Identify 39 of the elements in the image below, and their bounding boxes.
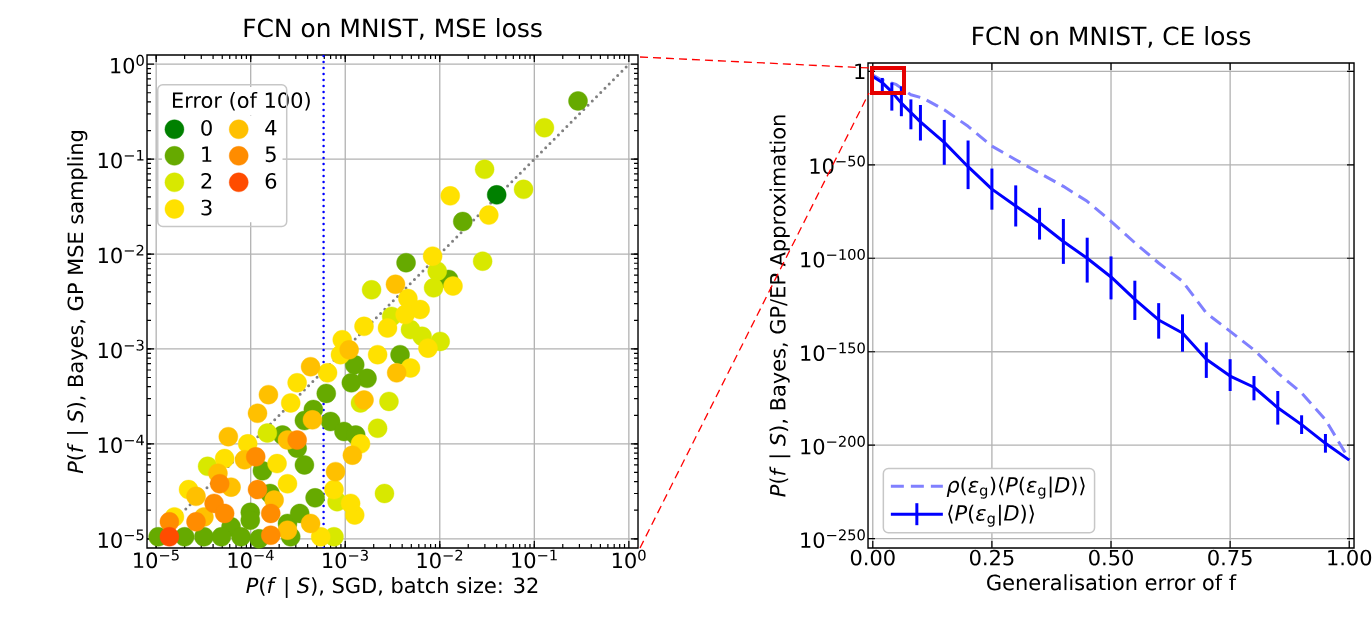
legend-label: 4 (265, 120, 277, 136)
x-tick-label: 0.25 (969, 549, 1014, 566)
y-tick-label: 10$^{−1}$ (98, 149, 144, 169)
legend-label: 0 (201, 119, 212, 136)
x-tick-label: 0.75 (1208, 549, 1252, 566)
y-tick-label: 10$^{−150}$ (801, 342, 865, 362)
y-tick-label: 10$^{−200}$ (801, 435, 865, 455)
y-tick-label: 10$^{0}$ (111, 54, 144, 74)
x-axis-title: Generalisation error of f (987, 574, 1237, 591)
legend-label: ⟨P(ε$_{g}$|D)⟩ (948, 504, 1034, 527)
y-tick-label: 10$^{−250}$ (801, 529, 865, 548)
legend-label: 1 (202, 146, 212, 162)
x-tick-label: 10$^{−4}$ (228, 549, 274, 569)
x-tick-label: 0.50 (1089, 549, 1133, 566)
y-tick-label: 10$^{−5}$ (98, 529, 144, 549)
legend-label: 6 (265, 172, 277, 189)
y-tick-label: 10$^{−3}$ (98, 339, 144, 359)
x-tick-label: 10$^{−2}$ (417, 549, 463, 569)
y-axis-title: P(f | S), Bayes, GP MSE sampling (67, 131, 88, 474)
legend-title: Error (of 100) (172, 91, 310, 111)
x-tick-label: 10$^{−1}$ (512, 549, 557, 569)
legend-label: 5 (265, 146, 276, 163)
chart-title: FCN on MNIST, CE loss (973, 26, 1251, 48)
x-tick-label: 1.00 (1328, 549, 1372, 566)
y-axis-title: P(f | S), Bayes, GP/EP Approximation (769, 115, 791, 497)
x-tick-label: 10$^{−3}$ (323, 549, 368, 569)
x-tick-label: 10$^{0}$ (612, 549, 646, 569)
y-tick-label: 10$^{−100}$ (801, 248, 865, 268)
chart-title: FCN on MNIST, MSE loss (244, 18, 542, 40)
y-tick-label: 10$^{−4}$ (98, 434, 144, 454)
legend-label: 3 (201, 199, 212, 216)
legend-label: 2 (201, 172, 212, 189)
y-tick-label: 10$^{−50}$ (810, 155, 865, 175)
x-tick-label: 10$^{−5}$ (134, 549, 179, 569)
y-tick-label: 10$^{−2}$ (98, 244, 144, 264)
y-tick-label: 1 (855, 63, 865, 79)
x-axis-title: P(f | S), SGD, batch size: 32 (246, 577, 538, 598)
x-tick-label: 0.00 (850, 549, 895, 566)
text: ρ(ε$_{g}$)⟨P(ε$_{g}$|D)⟩ (946, 476, 1085, 499)
